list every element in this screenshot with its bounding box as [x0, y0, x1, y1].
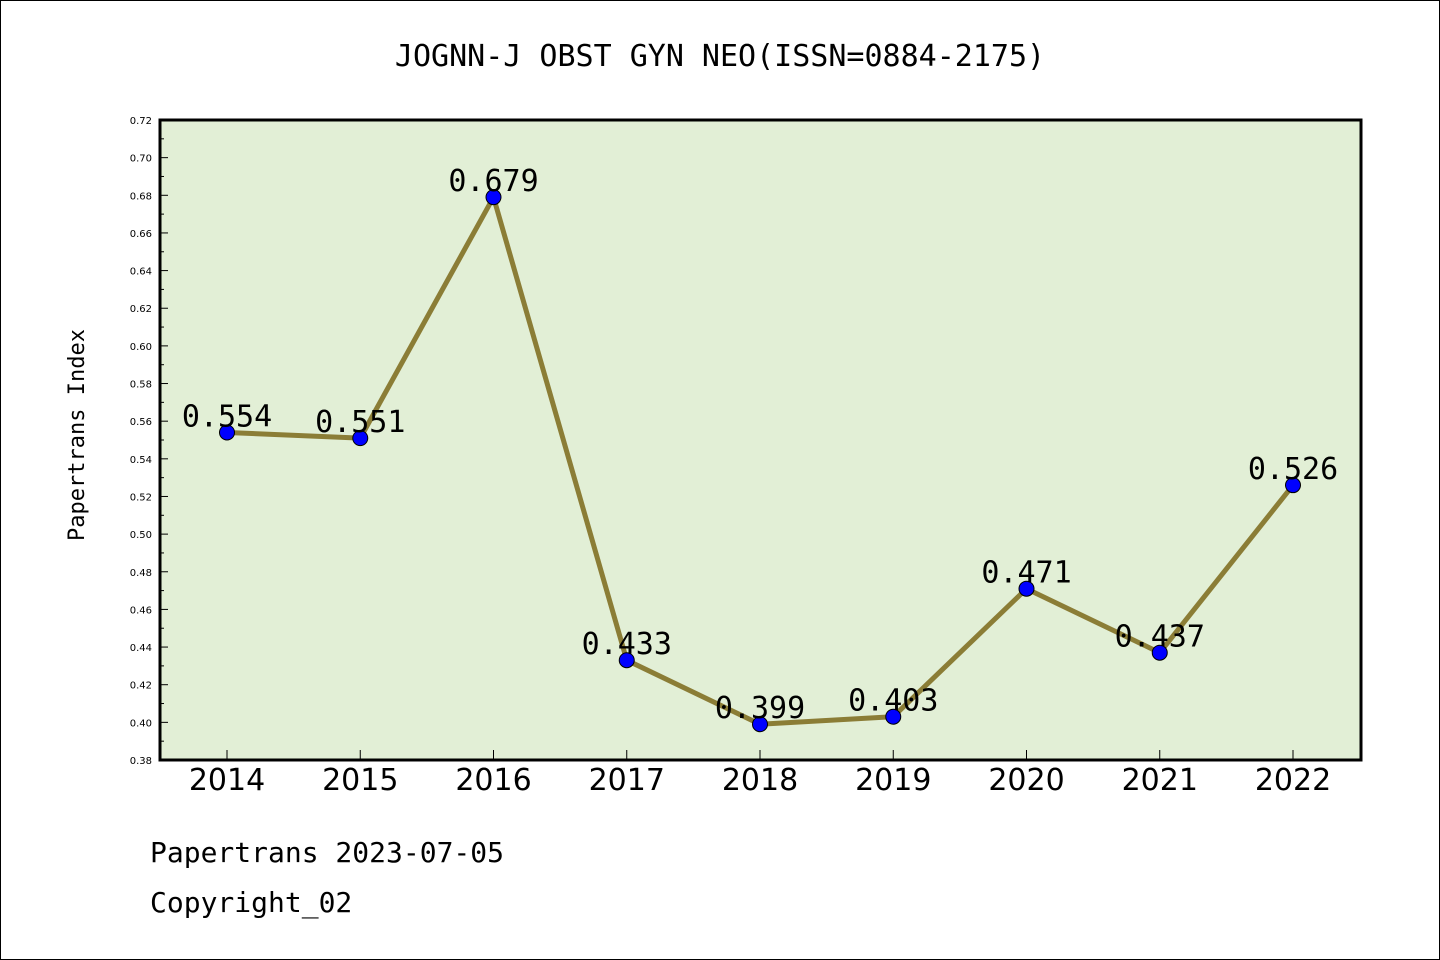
x-tick-label: 2019: [855, 763, 931, 798]
y-tick-label: 0.54: [130, 455, 152, 466]
x-tick-label: 2018: [722, 763, 798, 798]
footer-date: Papertrans 2023-07-05: [150, 836, 505, 869]
data-label: 0.403: [848, 684, 938, 719]
y-tick-label: 0.60: [130, 342, 152, 353]
data-point: [219, 424, 235, 441]
data-label: 0.399: [715, 691, 805, 726]
chart-title: JOGNN-J OBST GYN NEO(ISSN=0884-2175): [395, 39, 1045, 74]
x-tick-label: 2017: [589, 763, 665, 798]
data-point: [352, 430, 369, 447]
data-label: 0.526: [1248, 452, 1338, 487]
footer-copyright: Copyright_02: [150, 886, 353, 919]
x-tick-label: 2021: [1122, 763, 1198, 798]
y-tick-label: 0.64: [130, 267, 152, 278]
x-tick-label: 2016: [455, 763, 531, 798]
y-tick-label: 0.40: [130, 718, 152, 729]
data-point: [1285, 477, 1301, 494]
y-tick-label: 0.56: [130, 417, 152, 428]
y-tick-label: 0.38: [130, 756, 152, 767]
data-label: 0.554: [182, 399, 272, 434]
y-tick-label: 0.48: [130, 568, 152, 579]
y-tick-label: 0.44: [130, 643, 152, 654]
y-axis-label: Papertrans Index: [65, 329, 90, 541]
data-point: [1151, 644, 1168, 661]
y-tick-label: 0.58: [130, 380, 152, 391]
data-point: [618, 652, 635, 669]
data-point: [1018, 580, 1035, 597]
y-tick-label: 0.72: [130, 116, 152, 127]
data-label: 0.471: [981, 556, 1071, 591]
data-point: [485, 189, 502, 206]
data-point: [885, 708, 902, 725]
y-tick-label: 0.50: [130, 530, 152, 541]
data-label: 0.551: [315, 405, 405, 440]
x-tick-label: 2022: [1255, 763, 1331, 798]
y-tick-label: 0.62: [130, 304, 152, 315]
y-tick-label: 0.52: [130, 492, 152, 503]
y-tick-label: 0.42: [130, 681, 152, 692]
y-tick-label: 0.66: [130, 229, 152, 240]
x-tick-label: 2020: [988, 763, 1064, 798]
data-label: 0.437: [1115, 620, 1205, 655]
data-label: 0.679: [448, 164, 538, 199]
y-tick-label: 0.70: [130, 154, 152, 165]
data-labels-group: 0.554 0.551 0.679 0.433 0.399 0.403 0.471 0.437…: [182, 164, 1338, 726]
x-axis-ticks: 2014 2015 2016 2017 2018 2019 2020 2021 2022: [189, 750, 1331, 798]
y-tick-label: 0.68: [130, 191, 152, 202]
data-label: 0.433: [582, 627, 672, 662]
y-tick-label: 0.46: [130, 605, 152, 616]
data-point: [752, 716, 768, 733]
series-group: [219, 189, 1301, 733]
x-tick-label: 2014: [189, 763, 265, 798]
y-axis-ticks: 0.38 0.40 0.42 0.44 0.46 0.48 0.50 0.52 0.54 0.56…: [130, 116, 168, 767]
x-tick-label: 2015: [322, 763, 398, 798]
